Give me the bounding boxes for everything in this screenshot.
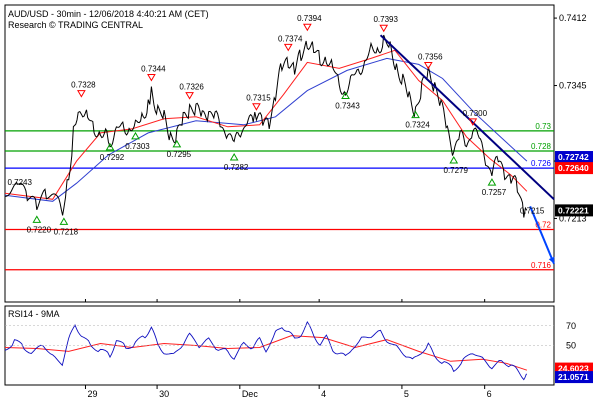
peak-marker-2: [185, 92, 194, 100]
peak-label-6: 0.7393: [373, 15, 398, 24]
level-label-3: 0.72: [535, 221, 551, 230]
trough-marker-6: [341, 91, 350, 100]
trough-label-11: 0.7215: [520, 206, 545, 215]
trough-label-1: 0.7218: [54, 227, 79, 236]
price-tag-0-box: [555, 151, 593, 164]
projection-arrow-line: [529, 205, 555, 265]
rsi-line: [4, 320, 528, 381]
chart-subtitle: Research © TRADING CENTRAL: [8, 20, 143, 30]
rsi-tag-1-box: [555, 371, 593, 384]
peak-label-2: 0.7326: [179, 83, 204, 92]
trough-label-4: 0.7295: [167, 150, 192, 159]
y-tick-label-3: 0.7213: [559, 213, 587, 223]
trough-marker-5: [229, 152, 239, 161]
peak-marker-6: [379, 24, 389, 33]
trough-marker-2: [105, 142, 115, 151]
x-tick-label-2: Dec: [242, 389, 259, 399]
peak-marker-1: [147, 74, 156, 82]
trough-marker-8: [449, 155, 459, 164]
projection-arrow-head: [548, 256, 555, 264]
trough-label-9: 0.7257: [482, 188, 507, 197]
peak-marker-8: [468, 118, 478, 126]
x-tick-label-1: 30: [159, 389, 169, 399]
trough-label-6: 0.7343: [335, 102, 360, 111]
ma-red-line: [4, 49, 528, 200]
peak-marker-4: [283, 43, 293, 52]
rsi-title: RSI14 - 9MA: [8, 309, 60, 319]
ma-blue-line: [4, 57, 528, 202]
peak-marker-3: [252, 103, 261, 111]
trough-marker-9: [487, 178, 497, 186]
rsi-panel: [4, 305, 555, 386]
main-panel: [4, 4, 555, 303]
peak-marker-5: [302, 23, 312, 32]
peak-label-0: 0.7328: [71, 81, 96, 90]
rsi-ma-line: [4, 335, 528, 371]
x-tick-label-0: 29: [87, 389, 97, 399]
trough-label-2: 0.7292: [100, 153, 125, 162]
peak-label-7: 0.7356: [418, 52, 443, 61]
x-tick-label-5: 6: [487, 389, 492, 399]
peak-marker-0: [77, 90, 86, 98]
level-label-2: 0.726: [531, 159, 552, 168]
trough-label-3: 0.7303: [125, 142, 150, 151]
level-label-1: 0.728: [531, 142, 552, 151]
peak-marker-7: [423, 61, 433, 70]
price-tag-2-label: 0.72221: [558, 205, 589, 215]
y-tick-label-0: 0.7412: [559, 13, 587, 23]
price-tag-0-label: 0.72742: [558, 152, 589, 162]
trough-marker-0: [32, 215, 42, 223]
price-line: [4, 34, 528, 218]
level-label-0: 0.73: [535, 122, 551, 131]
peak-label-1: 0.7344: [141, 65, 166, 74]
trough-marker-1: [59, 217, 69, 225]
trough-label-7: 0.7324: [405, 121, 430, 130]
trough-marker-3: [131, 131, 140, 140]
trough-marker-7: [411, 110, 420, 119]
peak-label-8: 0.7300: [463, 109, 488, 118]
rsi-tick-label-1: 50: [566, 341, 576, 351]
trough-marker-4: [172, 139, 182, 148]
rsi-tag-1-label: 21.0571: [558, 372, 589, 382]
price-tag-2-box: [555, 204, 593, 217]
trough-label-0: 0.7220: [27, 225, 52, 234]
x-tick-label-3: 4: [321, 389, 326, 399]
trough-label-10: 0.7243: [7, 178, 32, 187]
y-tick-label-1: 0.7345: [559, 81, 587, 91]
level-label-4: 0.716: [531, 261, 552, 270]
chart-title: AUD/USD - 30min - 12/06/2018 4:40:21 AM …: [8, 9, 209, 19]
trendline-0: [379, 34, 555, 201]
trough-label-5: 0.7282: [224, 163, 249, 172]
peak-label-5: 0.7394: [297, 14, 322, 23]
peak-label-4: 0.7374: [278, 34, 303, 43]
x-tick-label-4: 5: [404, 389, 409, 399]
price-tag-1-box: [555, 162, 593, 175]
peak-label-3: 0.7315: [246, 94, 271, 103]
rsi-tag-0-label: 24.6023: [558, 364, 589, 374]
trough-label-8: 0.7279: [444, 166, 469, 175]
price-tag-1-label: 0.72640: [558, 163, 589, 173]
rsi-tick-label-0: 70: [566, 321, 576, 331]
